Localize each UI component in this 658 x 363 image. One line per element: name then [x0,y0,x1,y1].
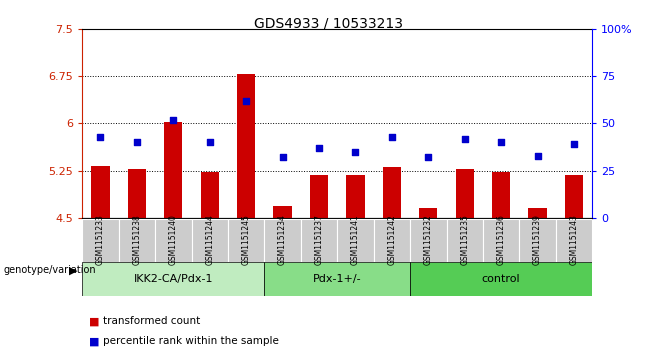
Point [423,155,434,160]
Point [314,145,324,151]
Bar [82,262,265,296]
Point [95,134,106,139]
Point [241,98,251,104]
Point [277,155,288,160]
Point [205,139,215,145]
Bar [410,219,447,261]
Text: GSM1151235: GSM1151235 [460,215,469,265]
Text: GSM1151236: GSM1151236 [497,215,505,265]
Point [459,136,470,142]
Bar [519,219,556,261]
Text: control: control [482,274,520,284]
Text: IKK2-CA/Pdx-1: IKK2-CA/Pdx-1 [134,274,213,284]
Bar [419,208,438,218]
Point [569,141,579,147]
Bar [164,122,182,218]
Text: GSM1151239: GSM1151239 [533,215,542,265]
Text: Pdx-1+/-: Pdx-1+/- [313,274,361,284]
Text: genotype/variation: genotype/variation [3,265,96,276]
Bar [483,219,519,261]
Point [132,139,142,145]
Text: ■: ■ [89,316,99,326]
Bar [128,170,146,218]
Bar [274,207,291,218]
Point [532,152,543,158]
Text: GSM1151241: GSM1151241 [351,215,360,265]
Text: GSM1151237: GSM1151237 [315,215,324,265]
Bar [383,167,401,218]
Bar [265,219,301,261]
Point [496,139,507,145]
Bar [556,219,592,261]
Text: transformed count: transformed count [103,316,201,326]
Text: percentile rank within the sample: percentile rank within the sample [103,336,279,346]
Text: GSM1151238: GSM1151238 [132,215,141,265]
Text: GSM1151242: GSM1151242 [388,215,396,265]
Bar [310,175,328,218]
Text: GSM1151240: GSM1151240 [169,215,178,265]
Bar [492,172,510,218]
Bar [447,219,483,261]
Bar [346,175,365,218]
Point [168,117,178,123]
Text: GSM1151244: GSM1151244 [205,215,215,265]
Bar [228,219,265,261]
Text: ▶: ▶ [69,265,78,276]
Bar [455,170,474,218]
Text: GSM1151234: GSM1151234 [278,215,287,265]
Bar [82,219,118,261]
Bar [201,172,219,218]
Bar [237,74,255,218]
Bar [265,262,410,296]
Bar [191,219,228,261]
Bar [155,219,191,261]
Text: GDS4933 / 10533213: GDS4933 / 10533213 [255,16,403,30]
Bar [91,166,110,218]
Bar [565,175,583,218]
Bar [118,219,155,261]
Bar [374,219,410,261]
Point [350,149,361,155]
Bar [410,262,592,296]
Bar [301,219,338,261]
Bar [528,208,547,218]
Point [387,134,397,139]
Text: GSM1151233: GSM1151233 [96,215,105,265]
Text: ■: ■ [89,336,99,346]
Text: GSM1151245: GSM1151245 [241,215,251,265]
Bar [338,219,374,261]
Text: GSM1151232: GSM1151232 [424,215,433,265]
Text: GSM1151243: GSM1151243 [569,215,578,265]
